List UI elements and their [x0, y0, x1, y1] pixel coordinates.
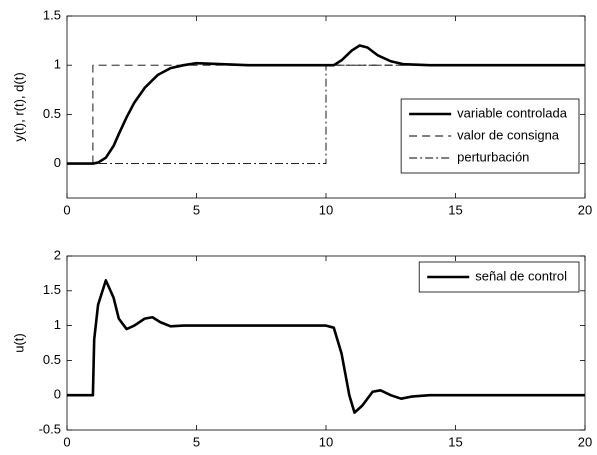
y-tick-label: 0	[54, 155, 61, 170]
legend: señal de control	[418, 261, 580, 293]
y-tick-label: 1.5	[43, 7, 61, 22]
y-axis-label: y(t), r(t), d(t)	[11, 72, 26, 141]
legend-label: perturbación	[457, 149, 529, 164]
x-tick-label: 10	[319, 202, 333, 217]
data-line	[67, 64, 585, 165]
x-tick-label: 20	[578, 434, 592, 449]
axes-box	[66, 15, 586, 199]
legend: variable controlada valor de consigna pert…	[400, 98, 580, 174]
x-tick-label: 5	[193, 434, 200, 449]
y-tick-label: 2	[54, 247, 61, 262]
axes-box	[66, 255, 586, 431]
x-tick-label: 0	[63, 434, 70, 449]
x-tick-label: 15	[448, 434, 462, 449]
y-axis-label: u(t)	[11, 333, 26, 353]
legend-label: señal de control	[475, 268, 567, 283]
y-tick-label: 1	[54, 57, 61, 72]
y-tick-label: 1.5	[43, 282, 61, 297]
x-tick-label: 0	[63, 202, 70, 217]
legend-label: variable controlada	[457, 105, 568, 120]
x-tick-label: 20	[578, 202, 592, 217]
y-tick-label: 0	[54, 387, 61, 402]
x-tick-label: 5	[193, 202, 200, 217]
legend-label: valor de consigna	[457, 127, 560, 142]
legend-box	[400, 98, 580, 174]
y-tick-label: 0.5	[43, 106, 61, 121]
data-line	[67, 279, 585, 414]
y-tick-label: 1	[54, 317, 61, 332]
x-tick-label: 15	[448, 202, 462, 217]
x-tick-label: 10	[319, 434, 333, 449]
y-tick-label: -0.5	[39, 421, 61, 436]
y-tick-label: 0.5	[43, 352, 61, 367]
